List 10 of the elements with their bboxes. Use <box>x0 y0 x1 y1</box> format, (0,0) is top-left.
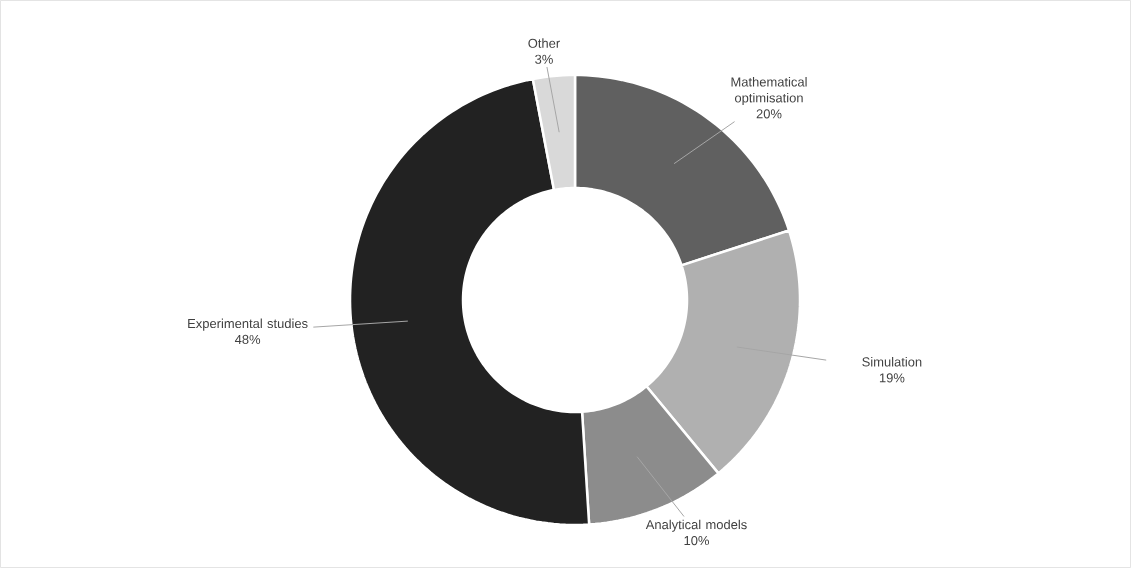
slice-label: Analytical models <box>645 519 747 532</box>
data-label: 48% <box>234 334 261 345</box>
data-label: 20% <box>756 109 782 119</box>
slice-label: Other <box>528 38 560 48</box>
data-label: 3% <box>535 54 553 64</box>
slice-label: Mathematical optimisation <box>731 77 807 106</box>
slice-label: Experimental studies <box>188 318 308 331</box>
slice-label: Simulation <box>862 357 922 367</box>
data-label: 10% <box>684 535 709 546</box>
data-label: 19% <box>879 373 905 383</box>
